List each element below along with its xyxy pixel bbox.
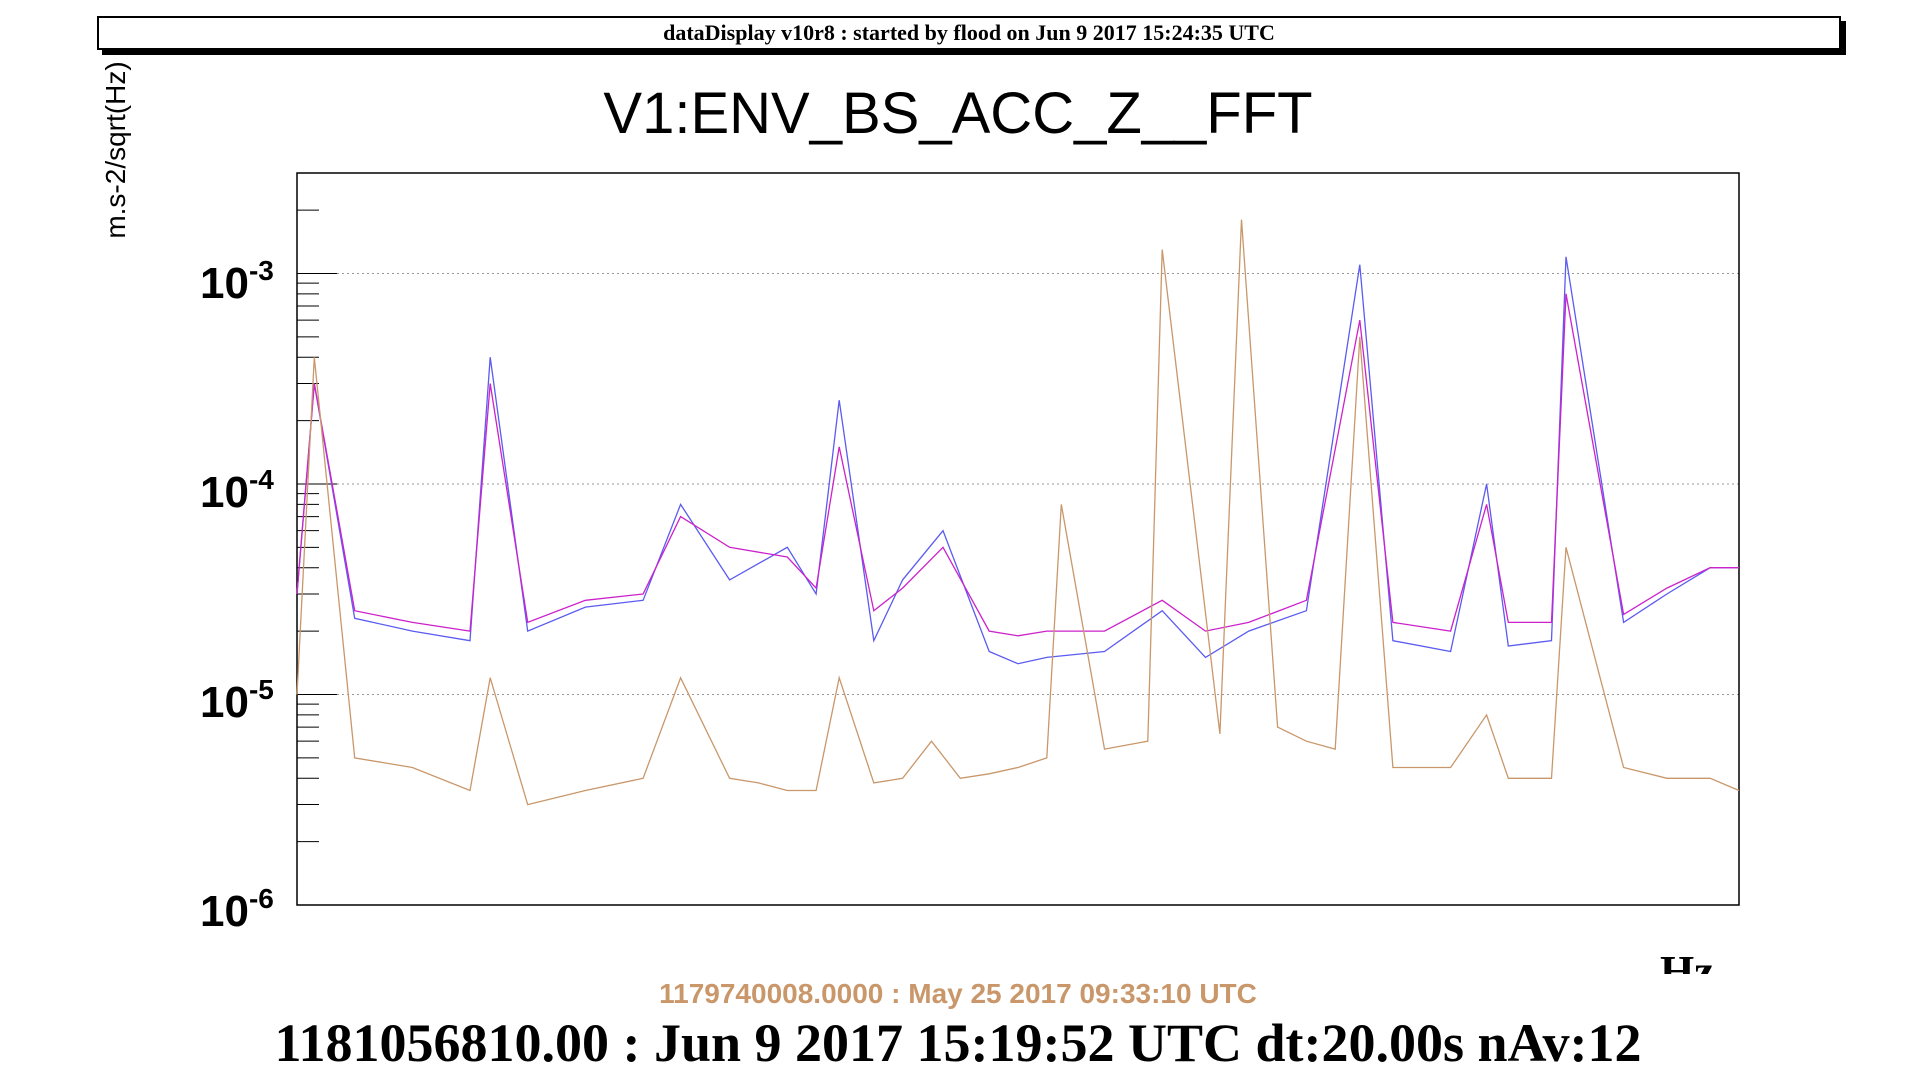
series-line-2 <box>296 219 1740 806</box>
x-axis-unit-wrap: Hz <box>1660 950 1780 974</box>
reference-timestamp: 1179740008.0000 : May 25 2017 09:33:10 U… <box>659 978 1257 1009</box>
x-axis-unit: Hz <box>1660 950 1780 974</box>
series-line-0 <box>296 256 1739 665</box>
chart-title: V1:ENV_BS_ACC_Z__FFT <box>603 81 1313 146</box>
y-tick-label-1e-3: 10-3 <box>200 255 274 308</box>
grid-lines <box>297 272 1739 906</box>
y-axis-ticks <box>297 172 337 906</box>
series-layer <box>296 219 1740 806</box>
y-tick-label-1e-6: 10-6 <box>200 883 274 936</box>
info-banner: dataDisplay v10r8 : started by flood on … <box>97 16 1841 50</box>
y-tick-label-1e-5: 10-5 <box>200 674 274 727</box>
current-timestamp: 1181056810.00 : Jun 9 2017 15:19:52 UTC … <box>274 1013 1642 1073</box>
series-line-1 <box>296 293 1739 637</box>
plot-frame <box>296 172 1740 906</box>
y-tick-label-1e-4: 10-4 <box>200 464 274 517</box>
